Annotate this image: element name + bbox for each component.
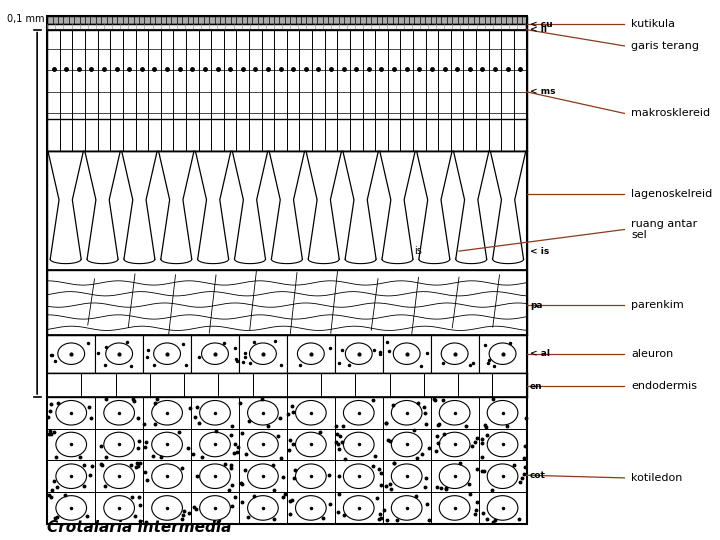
Bar (287, 460, 335, 492)
Bar (48, 492, 95, 524)
Bar (335, 460, 383, 492)
Bar (431, 460, 479, 492)
Text: Crotalaria intermedia: Crotalaria intermedia (48, 519, 232, 535)
Bar (48, 397, 526, 524)
Bar (95, 492, 143, 524)
Bar (48, 397, 95, 429)
Bar (287, 429, 335, 460)
Bar (48, 30, 526, 151)
Bar (95, 460, 143, 492)
Bar (479, 429, 526, 460)
Bar (48, 16, 526, 524)
Text: lagenoskelreid: lagenoskelreid (631, 190, 712, 199)
Bar (143, 429, 191, 460)
Text: < ms: < ms (530, 87, 555, 96)
Text: < al: < al (530, 349, 550, 358)
Bar (287, 492, 335, 524)
Bar (239, 492, 287, 524)
Bar (143, 460, 191, 492)
Bar (383, 492, 431, 524)
Bar (48, 373, 526, 397)
Bar (143, 397, 191, 429)
Bar (335, 429, 383, 460)
Text: is: is (415, 246, 423, 256)
Bar (48, 16, 526, 24)
Bar (184, 373, 218, 397)
Bar (383, 429, 431, 460)
Bar (321, 373, 356, 397)
Bar (335, 492, 383, 524)
Text: ruang antar
sel: ruang antar sel (631, 219, 698, 240)
Bar (48, 429, 95, 460)
Text: endodermis: endodermis (631, 381, 697, 391)
Bar (287, 335, 335, 373)
Text: en: en (530, 382, 542, 390)
Bar (356, 373, 390, 397)
Text: parenkim: parenkim (631, 300, 684, 310)
Bar (191, 492, 239, 524)
Bar (48, 151, 526, 270)
Text: kutikula: kutikula (631, 19, 675, 29)
Bar (479, 397, 526, 429)
Bar (218, 373, 253, 397)
Bar (150, 373, 184, 397)
Bar (95, 335, 143, 373)
Bar (287, 373, 321, 397)
Bar (48, 373, 81, 397)
Bar (95, 397, 143, 429)
Bar (48, 335, 526, 373)
Bar (116, 373, 150, 397)
Bar (383, 335, 431, 373)
Bar (48, 335, 95, 373)
Text: pa: pa (530, 301, 542, 309)
Bar (458, 373, 492, 397)
Bar (479, 492, 526, 524)
Text: aleuron: aleuron (631, 349, 673, 359)
Bar (253, 373, 287, 397)
Bar (191, 397, 239, 429)
Bar (431, 492, 479, 524)
Text: kotiledon: kotiledon (631, 473, 683, 483)
Bar (191, 429, 239, 460)
Bar (479, 335, 526, 373)
Bar (95, 429, 143, 460)
Bar (492, 373, 526, 397)
Text: 0,1 mm: 0,1 mm (6, 14, 44, 24)
Bar (143, 492, 191, 524)
Bar (335, 397, 383, 429)
Bar (479, 460, 526, 492)
Bar (239, 460, 287, 492)
Bar (390, 373, 424, 397)
Bar (383, 397, 431, 429)
Bar (287, 397, 335, 429)
Bar (424, 373, 458, 397)
Text: < ll: < ll (530, 25, 547, 34)
Text: garis terang: garis terang (631, 41, 699, 51)
Bar (239, 429, 287, 460)
Bar (143, 335, 191, 373)
Bar (48, 24, 526, 30)
Bar (48, 270, 526, 335)
Text: makrosklereid: makrosklereid (631, 109, 710, 118)
Text: < is: < is (530, 247, 549, 255)
Bar (431, 335, 479, 373)
Bar (431, 397, 479, 429)
Bar (383, 460, 431, 492)
Bar (48, 460, 95, 492)
Bar (431, 429, 479, 460)
Bar (191, 460, 239, 492)
Bar (81, 373, 116, 397)
Bar (239, 335, 287, 373)
Bar (239, 397, 287, 429)
Bar (191, 335, 239, 373)
Bar (335, 335, 383, 373)
Text: < cu: < cu (530, 20, 552, 29)
Text: cot: cot (530, 471, 546, 480)
